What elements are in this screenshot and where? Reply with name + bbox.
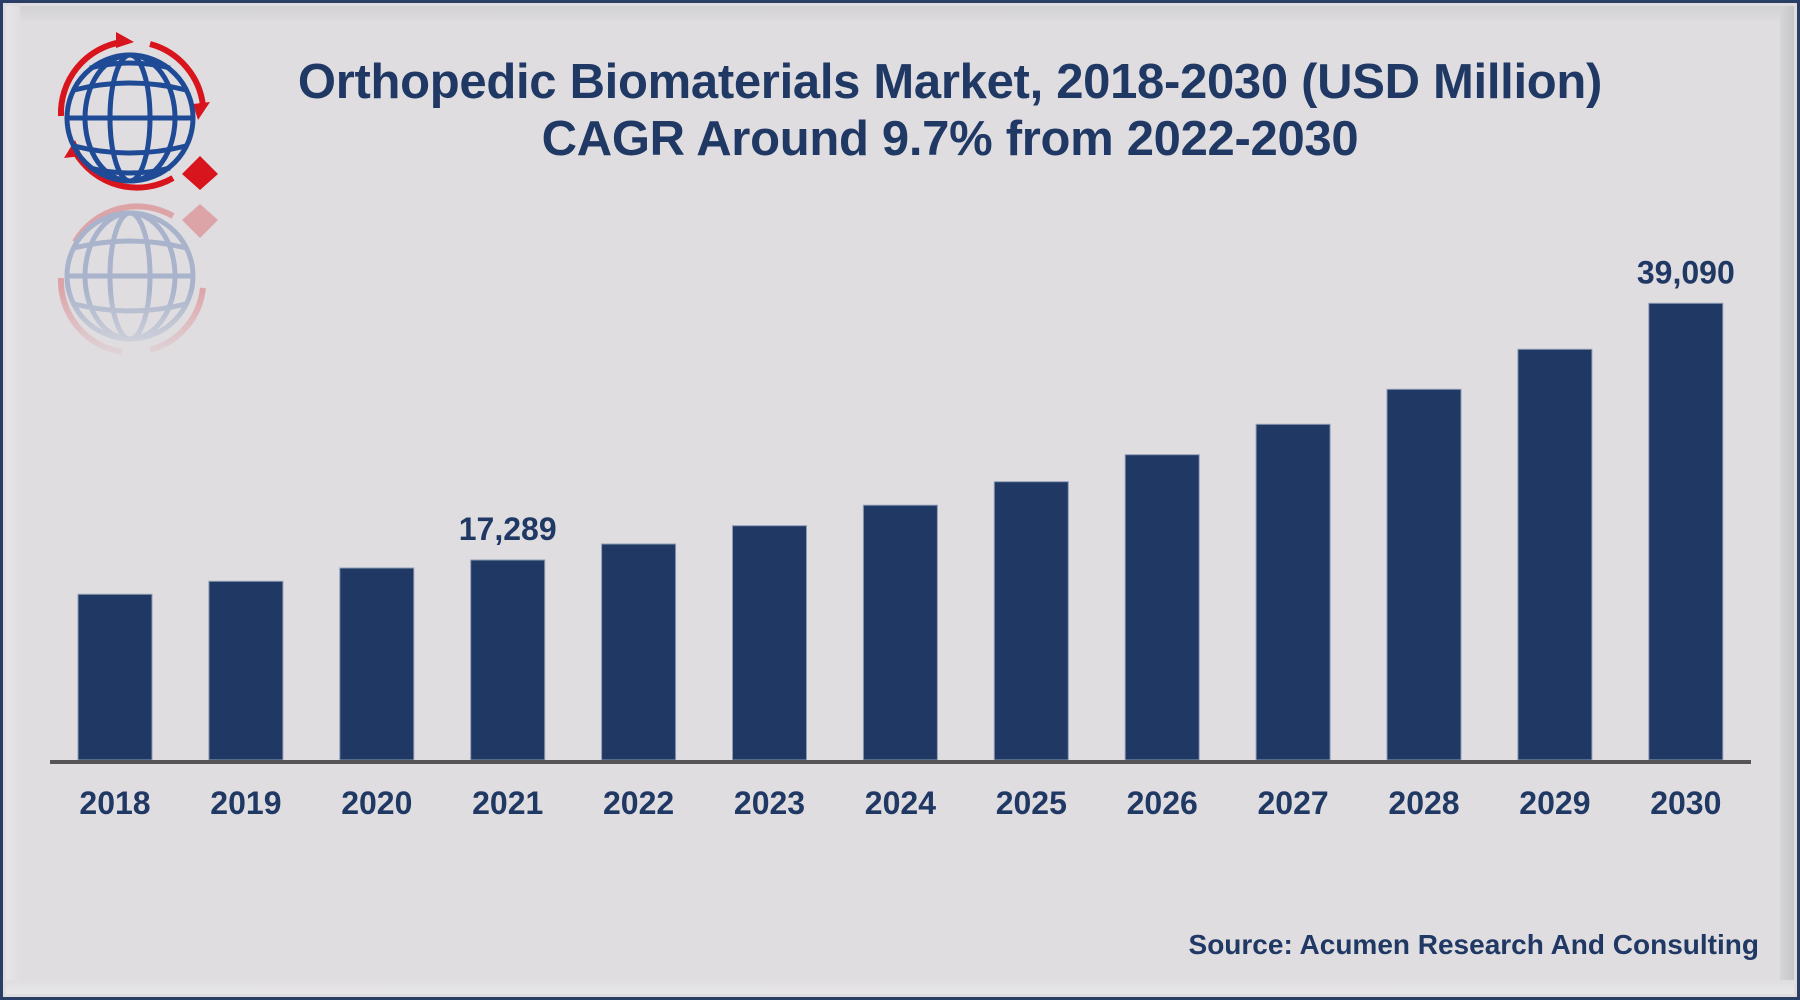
bar-2024 [862,504,938,761]
x-tick-labels: 2018 2019 2020 2021 2022 2023 2024 2025 2026 2027… [79,785,1721,821]
bar-2025 [993,481,1069,761]
frame-bevel-bottom [6,980,1794,994]
x-tick-label-2019: 2019 [210,785,281,821]
logo-reflection [57,203,218,355]
chart-title: Orthopedic Biomaterials Market, 2018-203… [297,55,1603,109]
x-tick-label-2022: 2022 [603,785,674,821]
bar-2019 [208,580,284,761]
bar-2021 [470,559,546,761]
frame-bevel-left [6,6,20,994]
bar-2023 [732,525,807,761]
bar-2020 [339,567,415,761]
x-tick-label-2028: 2028 [1388,785,1459,821]
x-tick-label-2021: 2021 [472,785,543,821]
x-tick-label-2029: 2029 [1519,785,1590,821]
frame-bevel-right [1780,6,1794,994]
x-tick-label-2018: 2018 [79,785,150,821]
bar-2018 [77,593,153,761]
data-labels: 17,289 39,090 [459,254,1735,547]
bar-2022 [601,543,677,761]
bar-2026 [1124,454,1200,761]
bar-2028 [1386,388,1462,761]
globe-with-arrows-icon [57,32,218,191]
x-tick-label-2025: 2025 [996,785,1067,821]
source-note: Source: Acumen Research And Consulting [1188,929,1759,960]
data-label-2021: 17,289 [459,511,557,547]
bar-2029 [1517,348,1593,761]
x-tick-label-2023: 2023 [734,785,805,821]
x-axis-line [50,760,1751,764]
bars-group [77,302,1724,761]
chart-background [20,20,1780,980]
x-tick-label-2024: 2024 [865,785,936,821]
x-tick-label-2020: 2020 [341,785,412,821]
x-tick-label-2027: 2027 [1258,785,1329,821]
x-tick-label-2030: 2030 [1650,785,1721,821]
data-label-2030: 39,090 [1637,254,1735,290]
bar-2027 [1255,423,1331,761]
logo-graphic [57,32,218,191]
chart-subtitle: CAGR Around 9.7% from 2022-2030 [541,112,1359,166]
x-tick-label-2026: 2026 [1127,785,1198,821]
frame-bevel-top [6,6,1794,20]
bar-2030 [1648,302,1724,761]
